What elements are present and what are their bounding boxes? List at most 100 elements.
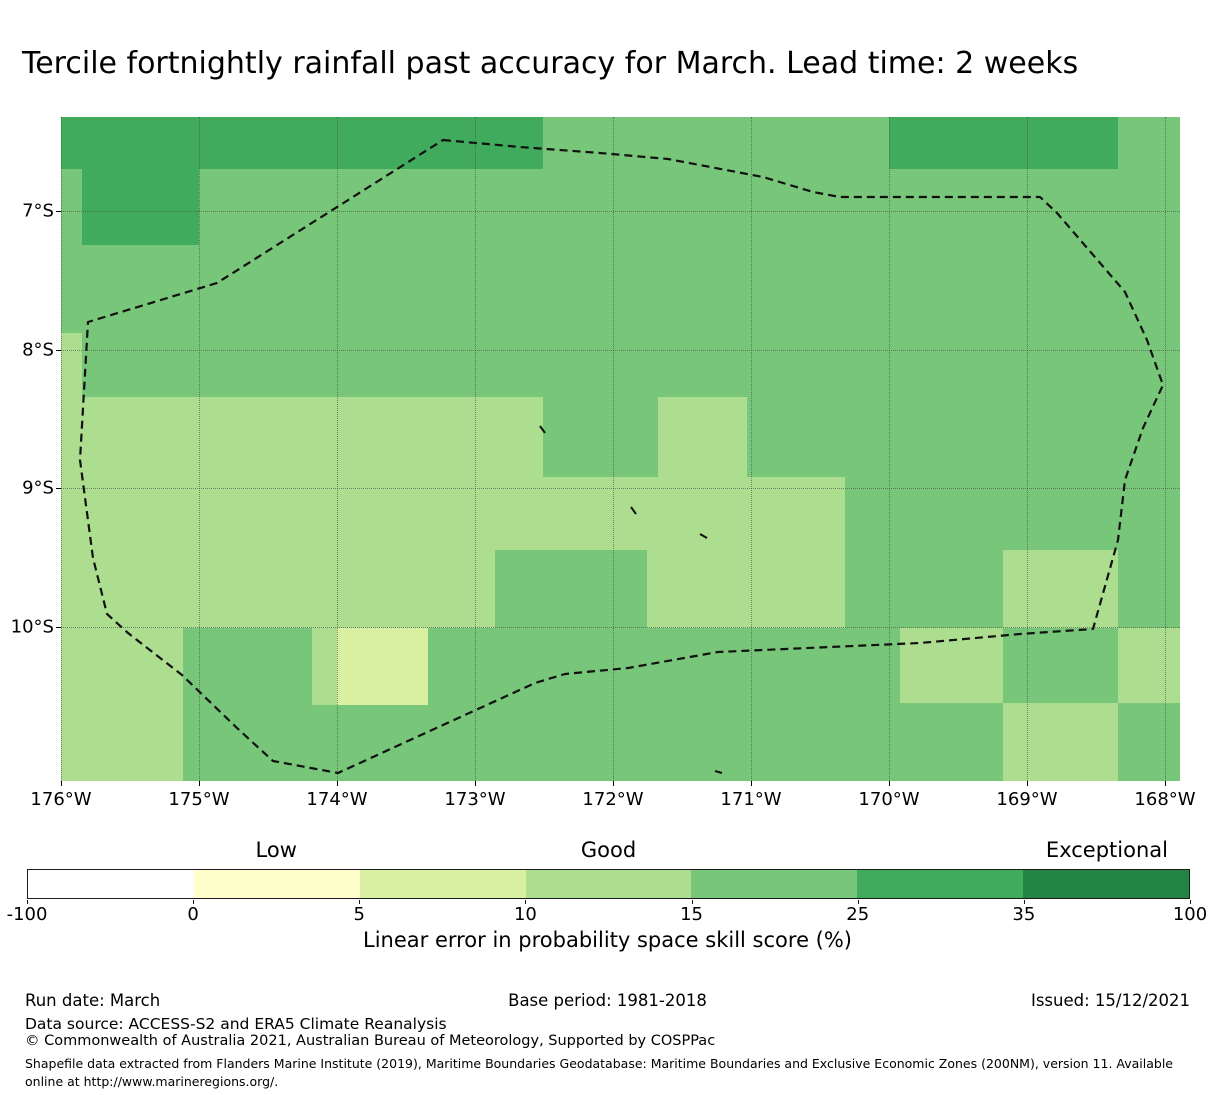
colorbar-tick-mark (691, 900, 693, 904)
map-cell (658, 397, 747, 477)
colorbar-tick-mark (193, 900, 195, 904)
x-tick-mark (889, 781, 890, 786)
x-tick-label: 176°W (30, 789, 92, 810)
colorbar-segment (193, 870, 360, 898)
x-tick-mark (337, 781, 338, 786)
base-period-text: Base period: 1981-2018 (508, 991, 707, 1010)
map-cell (1003, 550, 1118, 628)
colorbar-tick-mark (27, 900, 28, 904)
y-axis-ticks (56, 117, 61, 781)
map-cell (647, 550, 845, 628)
x-tick-mark (613, 781, 614, 786)
shapefile-note-text: Shapefile data extracted from Flanders M… (25, 1056, 1173, 1089)
meridian-gridline (61, 117, 62, 781)
x-tick-label: 172°W (582, 789, 644, 810)
parallel-gridline (61, 627, 1180, 628)
meridian-gridline (613, 117, 614, 781)
colorbar-category-label: Low (255, 838, 297, 862)
colorbar-tick-value: 100 (1172, 904, 1208, 925)
colorbar-tick-mark (1023, 900, 1025, 904)
colorbar-tick-mark (1190, 900, 1191, 904)
x-tick-label: 168°W (1134, 789, 1196, 810)
y-tick-label: 7°S (22, 200, 54, 222)
x-tick-label: 169°W (996, 789, 1058, 810)
x-tick-mark (61, 781, 62, 786)
map-cell (61, 550, 495, 628)
map-cell (61, 628, 183, 781)
run-date-text: Run date: March (25, 991, 161, 1010)
meridian-gridline (337, 117, 338, 781)
meridian-gridline (1027, 117, 1028, 781)
map-cell (1118, 628, 1180, 703)
map-cell (61, 117, 543, 169)
map-cell (337, 628, 428, 705)
map-cell (312, 628, 337, 705)
colorbar-category-label: Good (580, 838, 637, 862)
data-source-text: Data source: ACCESS-S2 and ERA5 Climate … (25, 1015, 447, 1033)
x-tick-label: 170°W (858, 789, 920, 810)
map-cell (61, 333, 82, 397)
parallel-gridline (61, 488, 1180, 489)
colorbar-segment (525, 870, 692, 898)
meridian-gridline (199, 117, 200, 781)
colorbar-category-label: Exceptional (1045, 838, 1168, 862)
colorbar-tick-value: 0 (187, 904, 199, 925)
y-tick-label: 9°S (22, 477, 54, 499)
map-cell (61, 477, 845, 550)
y-tick-mark (56, 211, 61, 212)
map-cell (82, 169, 199, 245)
colorbar-segment (691, 870, 858, 898)
x-tick-mark (475, 781, 476, 786)
meridian-gridline (475, 117, 476, 781)
y-tick-label: 10°S (10, 616, 54, 638)
x-tick-mark (1165, 781, 1166, 786)
x-tick-label: 174°W (306, 789, 368, 810)
issued-text: Issued: 15/12/2021 (1030, 991, 1190, 1010)
colorbar-segment (1023, 870, 1190, 898)
colorbar-segment (857, 870, 1024, 898)
meridian-gridline (889, 117, 890, 781)
x-tick-mark (199, 781, 200, 786)
colorbar-segment (28, 870, 194, 898)
colorbar-segment (359, 870, 526, 898)
eez-svg (78, 138, 1165, 775)
colorbar-tick-mark (359, 900, 361, 904)
y-tick-mark (56, 488, 61, 489)
colorbar-category-labels: Low Good Exceptional (27, 838, 1190, 864)
eez-boundary-line (78, 138, 1165, 775)
colorbar-tick-mark (525, 900, 527, 904)
copyright-text: © Commonwealth of Australia 2021, Austra… (25, 1033, 716, 1049)
colorbar-tick-value: 25 (846, 904, 870, 925)
y-axis-labels: 7°S 8°S 9°S 10°S (0, 117, 54, 781)
map-cell (889, 117, 1118, 169)
y-tick-mark (56, 627, 61, 628)
map-cell (1003, 703, 1118, 781)
map-cell (61, 397, 543, 477)
x-axis-labels: 176°W 175°W 174°W 173°W 172°W 171°W 170°W 169°W… (30, 789, 1195, 813)
parallel-gridline (61, 211, 1180, 212)
meridian-gridline (1165, 117, 1166, 781)
parallel-gridline (61, 350, 1180, 351)
colorbar-tick-value: 5 (353, 904, 366, 925)
chart-title: Tercile fortnightly rainfall past accura… (22, 46, 1079, 81)
y-tick-mark (56, 350, 61, 351)
x-tick-label: 171°W (720, 789, 782, 810)
colorbar-caption: Linear error in probability space skill … (363, 928, 852, 952)
x-tick-label: 175°W (168, 789, 230, 810)
colorbar (27, 869, 1190, 899)
colorbar-tick-mark (857, 900, 859, 904)
y-tick-label: 8°S (22, 339, 54, 361)
x-tick-mark (1027, 781, 1028, 786)
colorbar-tick-labels: -100 0 5 10 15 25 35 100 (7, 900, 1207, 926)
x-axis-ticks (61, 781, 1180, 787)
colorbar-tick-value: 15 (680, 904, 704, 925)
colorbar-tick-value: 35 (1012, 904, 1036, 925)
map-area (61, 117, 1180, 781)
x-tick-mark (751, 781, 752, 786)
meridian-gridline (751, 117, 752, 781)
x-tick-label: 173°W (444, 789, 506, 810)
colorbar-tick-value: 10 (513, 904, 537, 925)
colorbar-tick-value: -100 (6, 904, 48, 925)
island-marks (539, 425, 723, 774)
